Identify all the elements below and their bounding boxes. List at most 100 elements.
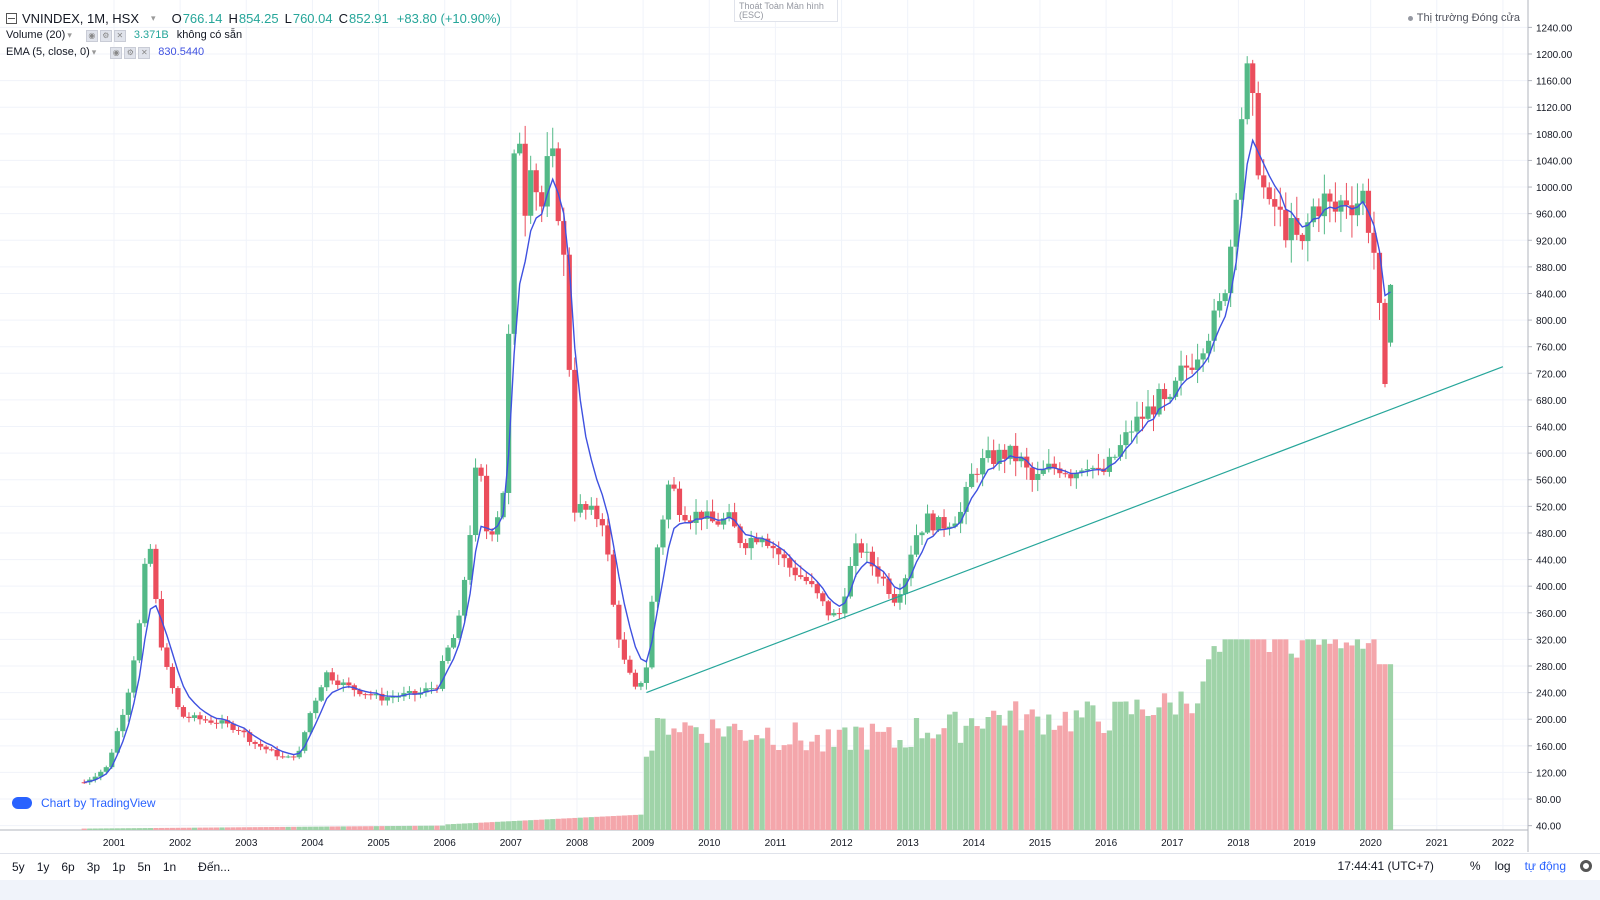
tradingview-watermark[interactable]: Chart by TradingView: [12, 796, 156, 810]
candle-body: [142, 563, 148, 624]
candle-body: [610, 554, 616, 605]
candle-body: [81, 782, 87, 784]
volume-bar: [450, 824, 457, 830]
exit-fullscreen-tip[interactable]: Thoát Toàn Màn hình (ESC): [734, 0, 838, 22]
volume-bar: [941, 728, 947, 830]
volume-bar: [1134, 699, 1140, 830]
volume-bar: [814, 734, 820, 830]
time-tick-label: 2007: [500, 838, 523, 849]
range-1m[interactable]: 1p: [112, 860, 126, 874]
candle-body: [924, 513, 931, 533]
candle-body: [98, 771, 104, 777]
volume-bar: [891, 747, 898, 830]
candle-body: [1206, 340, 1212, 354]
volume-bar: [610, 816, 616, 830]
chevron-down-icon[interactable]: ▾: [91, 47, 97, 57]
range-5d[interactable]: 5n: [137, 860, 151, 874]
price-chart[interactable]: 40.00 80.00 120.00 160.00 200.00 240.00 280.00…: [0, 0, 1600, 852]
time-tick-label: 2014: [963, 838, 986, 849]
volume-bar: [1272, 639, 1278, 830]
candle-body: [759, 538, 765, 543]
volume-bar: [539, 819, 545, 830]
candle-body: [1134, 416, 1140, 432]
ema-label[interactable]: EMA (5, close, 0): [6, 46, 90, 58]
symbol-label[interactable]: VNINDEX, 1M, HSX: [22, 11, 140, 26]
candle-body: [1244, 63, 1250, 120]
volume-bar: [472, 822, 479, 830]
volume-bar: [649, 750, 655, 830]
volume-bar: [1360, 648, 1366, 830]
candle-body: [439, 660, 446, 689]
close-icon[interactable]: ✕: [113, 29, 126, 42]
market-status-text: Thị trường Đóng cửa: [1416, 12, 1520, 24]
auto-scale-button[interactable]: tự động: [1524, 859, 1566, 873]
range-3m[interactable]: 3p: [86, 860, 101, 874]
volume-bar: [511, 820, 517, 830]
candle-body: [1332, 201, 1338, 212]
chart-area[interactable]: 40.00 80.00 120.00 160.00 200.00 240.00 280.00…: [0, 0, 1600, 868]
volume-bar: [406, 825, 413, 830]
volume-bar: [643, 756, 650, 830]
eye-icon[interactable]: ◉: [110, 46, 123, 59]
candle-body: [1360, 190, 1366, 204]
volume-bar: [395, 825, 402, 830]
volume-bar: [902, 747, 909, 830]
trend-line: [646, 366, 1504, 694]
range-5y[interactable]: 5y: [12, 860, 25, 874]
candle-body: [368, 694, 374, 696]
cloud-icon: [12, 797, 32, 809]
time-tick-label: 2019: [1293, 838, 1316, 849]
candle-body: [627, 659, 633, 673]
clock[interactable]: 17:44:41 (UTC+7): [1337, 859, 1434, 873]
price-tick-label: 920.00: [1536, 236, 1567, 247]
candle-body: [864, 551, 870, 553]
volume-bar: [1310, 639, 1316, 830]
settings-gear-icon[interactable]: [1580, 860, 1592, 872]
candle-body: [390, 696, 396, 698]
candle-body: [1150, 406, 1157, 415]
price-tick-label: 1120.00: [1536, 103, 1572, 114]
volume-bar: [506, 821, 512, 830]
candle-body: [930, 513, 936, 531]
volume-bar: [798, 740, 804, 830]
range-1d[interactable]: 1n: [162, 860, 177, 874]
goto-date-button[interactable]: Đến...: [198, 860, 231, 874]
volume-bar: [1068, 731, 1074, 830]
candle-body: [1228, 246, 1234, 294]
close-icon[interactable]: ✕: [138, 46, 151, 59]
volume-bar: [125, 828, 131, 830]
chevron-down-icon[interactable]: ▾: [67, 30, 72, 40]
candle-body: [605, 525, 611, 555]
candle-body: [274, 749, 280, 757]
candle-body: [318, 687, 324, 701]
volume-bar: [632, 814, 639, 830]
price-tick-label: 560.00: [1536, 476, 1567, 487]
chevron-down-icon[interactable]: ▾: [151, 13, 156, 23]
volume-label[interactable]: Volume (20): [6, 29, 66, 41]
percent-scale-button[interactable]: %: [1469, 859, 1481, 873]
eye-icon[interactable]: ◉: [85, 29, 98, 42]
candle-body: [1040, 469, 1046, 474]
volume-bar: [478, 822, 484, 830]
volume-bar: [1261, 639, 1267, 830]
volume-bar: [952, 711, 958, 830]
range-6m[interactable]: 6p: [61, 860, 75, 874]
volume-bar: [550, 819, 556, 830]
time-tick-label: 2016: [1095, 838, 1118, 849]
candle-body: [1095, 467, 1101, 469]
volume-bar: [412, 825, 418, 830]
volume-bar: [522, 820, 528, 830]
candle-body: [985, 450, 991, 459]
chart-legend: VNINDEX, 1M, HSX ▾ O 766.14 H 854.25 L 760.…: [6, 10, 501, 61]
price-tick-label: 640.00: [1536, 423, 1567, 434]
range-1y[interactable]: 1y: [36, 860, 50, 874]
candle-body: [599, 519, 605, 526]
gear-icon[interactable]: ⚙: [124, 46, 137, 59]
log-scale-button[interactable]: log: [1494, 859, 1511, 873]
collapse-icon[interactable]: [6, 13, 17, 24]
candle-body: [1024, 456, 1030, 468]
candle-body: [1200, 353, 1206, 360]
gear-icon[interactable]: ⚙: [99, 29, 112, 42]
candle-body: [1217, 301, 1223, 311]
volume-bar: [291, 826, 297, 830]
